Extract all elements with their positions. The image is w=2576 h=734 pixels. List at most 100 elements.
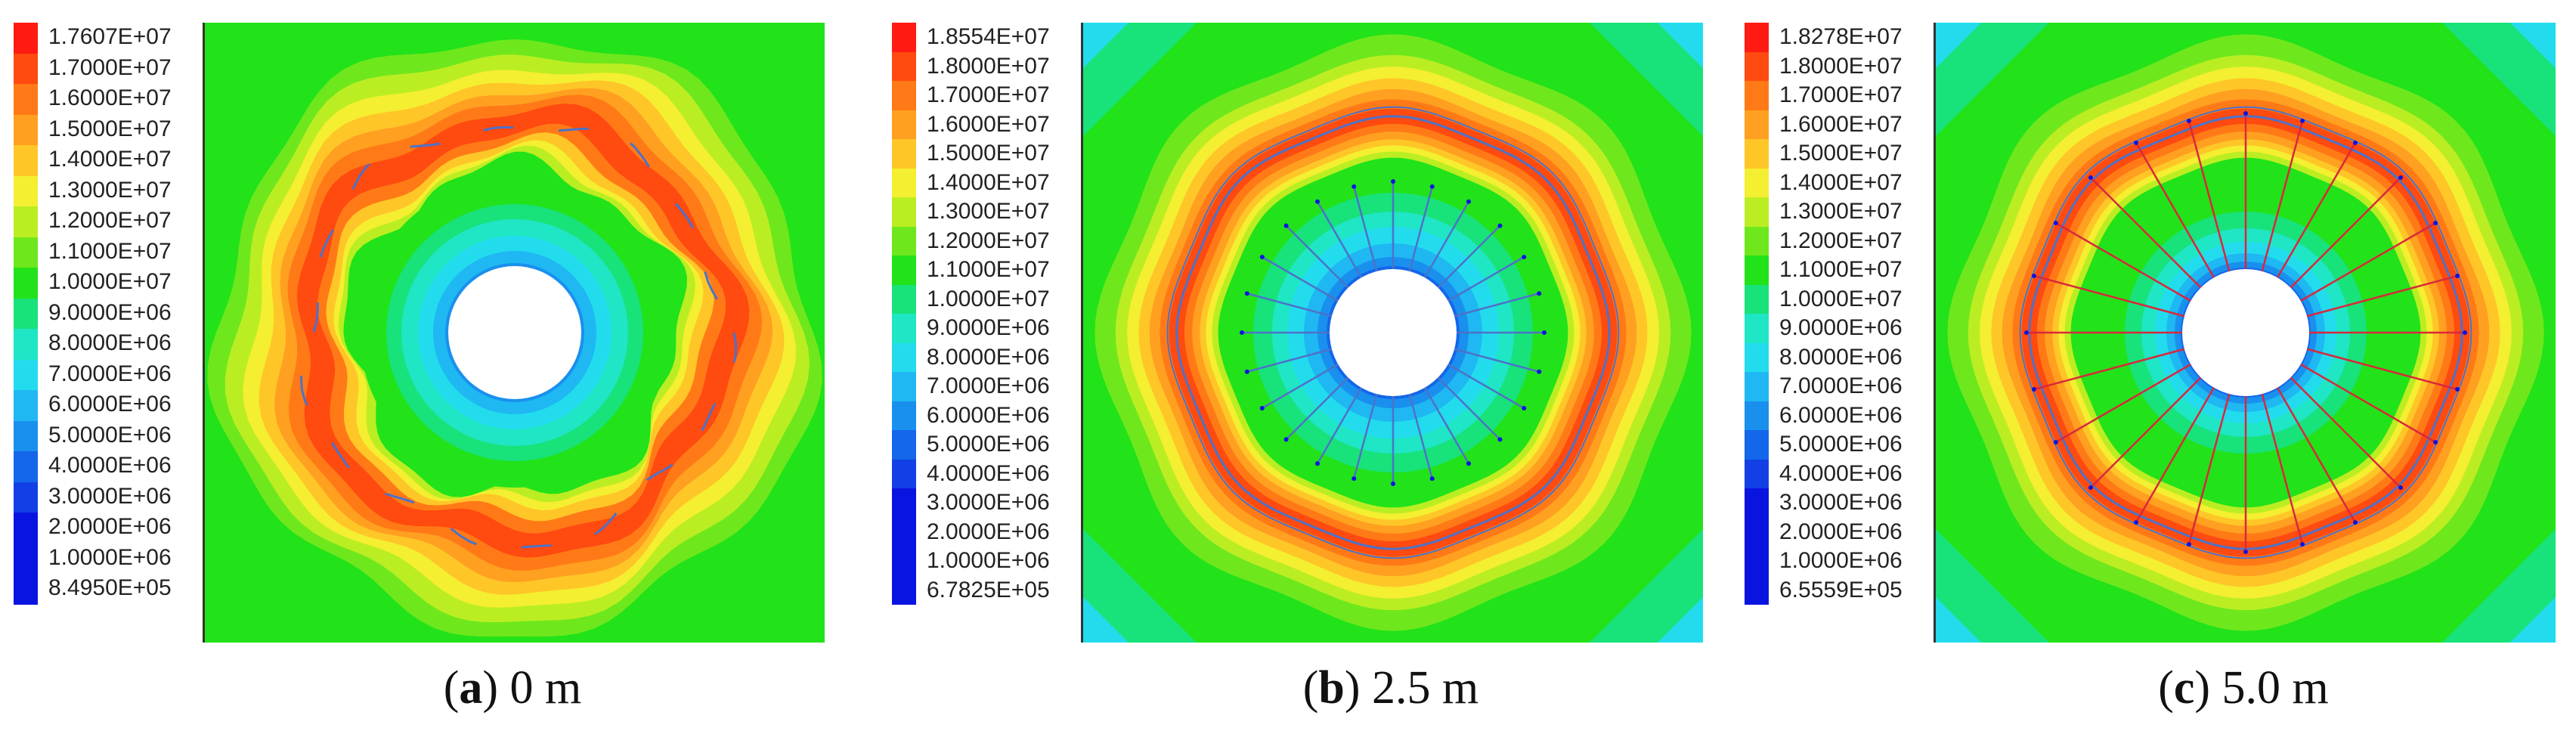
- legend-row: 2.0000E+06: [1740, 517, 1937, 547]
- legend-swatch: [892, 575, 916, 605]
- bolt-end: [2088, 485, 2093, 491]
- legend-row: 1.3000E+07: [1740, 197, 1937, 227]
- legend-swatch: [892, 314, 916, 343]
- legend-swatch: [1745, 23, 1769, 52]
- legend-swatch: [1745, 547, 1769, 576]
- legend-swatch: [14, 298, 38, 329]
- legend-label: 1.2000E+07: [48, 208, 172, 233]
- legend-swatch: [14, 114, 38, 145]
- legend-label: 1.5000E+07: [1779, 141, 1903, 166]
- contour-plot-a: [205, 23, 825, 643]
- legend-row: 5.0000E+06: [887, 430, 1084, 460]
- bolt-end: [2455, 273, 2460, 278]
- legend-swatch: [1745, 401, 1769, 430]
- legend-swatch: [14, 390, 38, 421]
- rock-bolt: [2290, 177, 2401, 289]
- legend-row: 1.4000E+07: [9, 145, 206, 176]
- legend-label: 9.0000E+06: [48, 299, 172, 325]
- legend-swatch: [1745, 81, 1769, 110]
- legend-row: 1.3000E+07: [887, 197, 1084, 227]
- legend-row: 6.7825E+05: [887, 575, 1084, 605]
- caption-c-prefix: (: [2158, 662, 2174, 714]
- corner-zone: [1083, 597, 1129, 643]
- rock-bolt: [2290, 376, 2401, 488]
- legend-row: 1.0000E+07: [887, 284, 1084, 314]
- rock-bolt: [1408, 186, 1433, 272]
- legend-label: 1.8000E+07: [927, 53, 1050, 79]
- legend-swatch: [14, 23, 38, 54]
- corner-zone: [1658, 597, 1703, 643]
- legend-row: 8.0000E+06: [1740, 342, 1937, 372]
- legend-swatch: [892, 547, 916, 576]
- legend-swatch: [1745, 256, 1769, 285]
- legend-swatch: [1745, 226, 1769, 256]
- legend-row: 3.0000E+06: [1740, 488, 1937, 518]
- legend-label: 1.1000E+07: [1779, 257, 1903, 282]
- panel-a: 1.7607E+07 1.7000E+07 1.6000E+07 1.5000E+07…: [0, 0, 847, 734]
- legend-label: 1.2000E+07: [1779, 228, 1903, 253]
- legend-swatch: [892, 226, 916, 256]
- legend-row: 1.8000E+07: [887, 51, 1084, 81]
- bolt-end: [1537, 369, 1542, 374]
- legend-row: 2.0000E+06: [887, 517, 1084, 547]
- legend-row: 5.0000E+06: [1740, 430, 1937, 460]
- rock-bolt: [2055, 363, 2191, 444]
- corner-zone: [2442, 529, 2556, 643]
- legend-swatch: [14, 543, 38, 574]
- bolt-end: [1244, 291, 1249, 296]
- bolt-end: [1259, 406, 1265, 410]
- bolt-end: [1283, 437, 1289, 442]
- corner-zone: [1083, 23, 1197, 136]
- rock-bolt: [1316, 387, 1363, 464]
- legend-row: 6.5559E+05: [1740, 575, 1937, 605]
- legend-swatch: [14, 420, 38, 451]
- legend-row: 1.7000E+07: [9, 53, 206, 84]
- legend-label: 1.0000E+07: [48, 269, 172, 294]
- rock-bolt: [2306, 348, 2458, 391]
- bolt-end: [1466, 461, 1471, 466]
- legend-row: 1.2000E+07: [887, 226, 1084, 256]
- legend-label: 8.0000E+06: [927, 344, 1050, 370]
- caption-a: (a) 0 m: [203, 661, 822, 715]
- legend-swatch: [892, 81, 916, 110]
- rock-bolt: [2187, 120, 2231, 272]
- legend-label: 1.7000E+07: [1779, 82, 1903, 107]
- legend-swatch: [14, 482, 38, 513]
- legend-swatch: [892, 372, 916, 401]
- bolt-end: [1283, 223, 1289, 228]
- rock-bolt: [1447, 256, 1525, 302]
- rock-bolt: [1246, 348, 1333, 373]
- legend-label: 1.0000E+07: [1779, 286, 1903, 311]
- legend-swatch: [14, 268, 38, 299]
- legend-label: 6.0000E+06: [1779, 402, 1903, 428]
- legend-label: 1.4000E+07: [927, 169, 1050, 195]
- legend-swatch: [1745, 372, 1769, 401]
- corner-zone: [1936, 529, 2049, 643]
- legend-label: 1.8554E+07: [927, 24, 1050, 49]
- bolt-end: [1429, 184, 1435, 189]
- bolt-end: [1315, 461, 1320, 466]
- legend-label: 1.0000E+07: [927, 286, 1050, 311]
- rock-bolt: [1408, 393, 1433, 479]
- contour-plot-b: [1083, 23, 1703, 643]
- legend-label: 1.7000E+07: [48, 54, 172, 80]
- bolt-end: [2433, 440, 2438, 444]
- corner-zone: [1590, 529, 1703, 643]
- corner-zone: [1658, 23, 1703, 68]
- legend-row: 8.0000E+06: [9, 329, 206, 360]
- rock-bolt: [1454, 293, 1540, 317]
- legend-label: 1.3000E+07: [1779, 199, 1903, 224]
- bolt-end: [1240, 330, 1244, 335]
- rock-bolt: [1447, 363, 1525, 410]
- legend-label: 1.1000E+07: [927, 257, 1050, 282]
- legend-swatch: [1745, 168, 1769, 197]
- legend-label: 5.0000E+06: [1779, 432, 1903, 457]
- legend-label: 9.0000E+06: [927, 315, 1050, 340]
- legend-row: 7.0000E+06: [9, 359, 206, 390]
- legend-label: 3.0000E+06: [927, 490, 1050, 515]
- legend-row: 1.2000E+07: [9, 206, 206, 237]
- legend-label: 6.0000E+06: [927, 402, 1050, 428]
- bolt-end: [1497, 223, 1503, 228]
- legend-label: 1.7607E+07: [48, 24, 172, 49]
- legend-label: 7.0000E+06: [48, 361, 172, 386]
